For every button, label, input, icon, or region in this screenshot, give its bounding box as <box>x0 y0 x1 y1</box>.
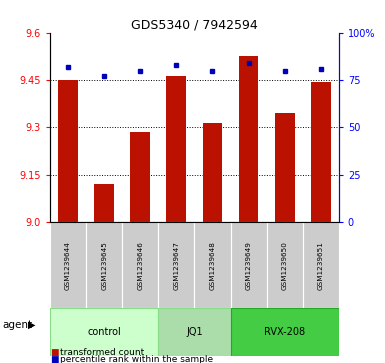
Bar <box>50 308 158 356</box>
Text: GSM1239648: GSM1239648 <box>209 241 216 290</box>
Bar <box>266 222 303 308</box>
Bar <box>122 222 158 308</box>
Bar <box>311 82 331 222</box>
Text: GSM1239644: GSM1239644 <box>65 241 71 290</box>
Bar <box>158 222 194 308</box>
Text: GSM1239649: GSM1239649 <box>246 241 251 290</box>
Text: GSM1239650: GSM1239650 <box>282 241 288 290</box>
Text: GSM1239647: GSM1239647 <box>173 241 179 290</box>
Bar <box>50 222 86 308</box>
Text: ■: ■ <box>50 355 59 363</box>
Bar <box>131 132 150 222</box>
Text: transformed count: transformed count <box>60 348 144 357</box>
Bar <box>166 76 186 222</box>
Bar <box>275 113 295 222</box>
Bar <box>94 184 114 222</box>
Text: GSM1239646: GSM1239646 <box>137 241 143 290</box>
Text: ■: ■ <box>50 348 59 357</box>
Text: RVX-208: RVX-208 <box>264 327 305 337</box>
Bar <box>231 308 339 356</box>
Text: control: control <box>87 327 121 337</box>
Bar <box>58 80 78 222</box>
Bar <box>158 308 231 356</box>
Bar <box>231 222 266 308</box>
Bar <box>86 222 122 308</box>
Text: ▶: ▶ <box>28 320 35 330</box>
Text: percentile rank within the sample: percentile rank within the sample <box>60 355 213 363</box>
Text: agent: agent <box>2 320 32 330</box>
Title: GDS5340 / 7942594: GDS5340 / 7942594 <box>131 19 258 32</box>
Bar <box>194 222 231 308</box>
Text: GSM1239651: GSM1239651 <box>318 241 324 290</box>
Bar <box>303 222 339 308</box>
Bar <box>203 123 223 222</box>
Text: JQ1: JQ1 <box>186 327 203 337</box>
Bar <box>239 56 258 222</box>
Text: GSM1239645: GSM1239645 <box>101 241 107 290</box>
